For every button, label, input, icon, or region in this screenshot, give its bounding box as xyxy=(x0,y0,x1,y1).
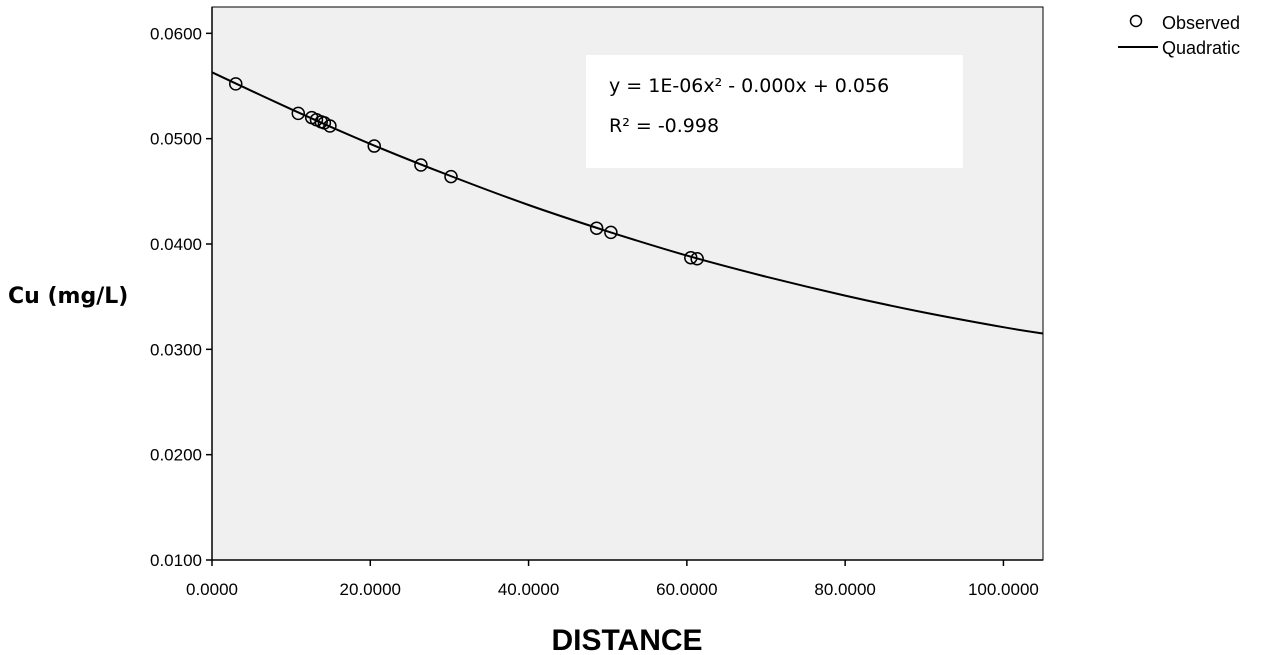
y-tick-label: 0.0500 xyxy=(150,130,202,149)
observed-point xyxy=(589,221,604,235)
legend-observed-marker xyxy=(1129,14,1143,28)
x-tick-label: 100.0000 xyxy=(968,580,1039,599)
observed-point xyxy=(604,225,618,240)
observed-point xyxy=(414,158,428,172)
x-axis-ticks: 0.0000 20.0000 40.0000 60.0000 80.0000 100.00… xyxy=(186,560,1039,599)
quadratic-fit-line xyxy=(211,71,1044,335)
x-tick-label: 0.0000 xyxy=(186,580,238,599)
observed-point xyxy=(291,106,306,121)
observed-point xyxy=(684,250,698,265)
x-tick-label: 80.0000 xyxy=(814,580,875,599)
x-axis-title: DISTANCE xyxy=(551,624,702,655)
y-axis-title: Cu (mg/L) xyxy=(8,284,128,309)
equation-text: y = 1E-06x² - 0.000x + 0.056 xyxy=(609,75,889,97)
equation-box xyxy=(586,55,963,168)
x-tick-label: 40.0000 xyxy=(498,580,559,599)
y-tick-label: 0.0200 xyxy=(150,446,202,465)
legend-quadratic-label: Quadratic xyxy=(1162,38,1240,58)
observed-point xyxy=(228,77,243,91)
observed-point xyxy=(367,139,381,153)
y-tick-label: 0.0400 xyxy=(150,235,202,254)
r-squared-text: R² = -0.998 xyxy=(609,115,719,137)
legend: Observed Quadratic xyxy=(1118,13,1240,58)
x-tick-label: 20.0000 xyxy=(340,580,401,599)
y-tick-label: 0.0300 xyxy=(150,340,202,359)
x-tick-label: 60.0000 xyxy=(656,580,717,599)
y-tick-label: 0.0600 xyxy=(150,24,202,43)
y-axis-ticks: 0.0100 0.0200 0.0300 0.0400 0.0500 0.0600 xyxy=(150,24,212,570)
y-tick-label: 0.0100 xyxy=(150,551,202,570)
observed-point xyxy=(690,251,704,266)
observed-point xyxy=(444,169,458,184)
observed-point xyxy=(323,119,337,133)
legend-observed-label: Observed xyxy=(1162,13,1240,33)
observed-points xyxy=(228,77,704,266)
